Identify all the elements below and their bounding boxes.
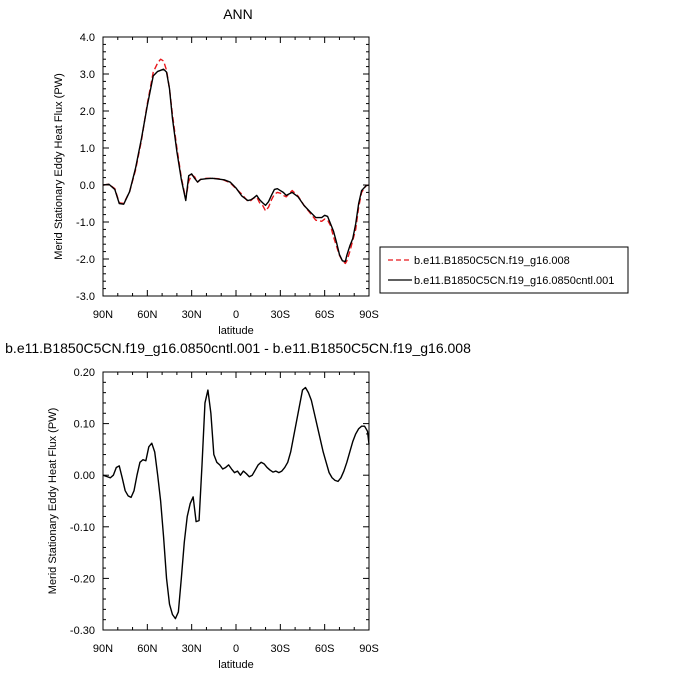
top-x-tick-label: 90N — [93, 309, 113, 321]
bottom-axis-ticks: 90N 60N 30N 0 30S 60S 90S 0.20 0.10 0.00 -0.10 -0.2… — [70, 367, 379, 655]
top-series-line-1 — [102, 68, 370, 263]
top-y-tick-label: -2.0 — [76, 254, 95, 266]
top-series-line-0 — [102, 58, 370, 265]
legend-label-cntl: b.e11.B1850C5CN.f19_g16.0850cntl.001 — [414, 275, 614, 287]
top-x-tick-label: 30N — [182, 309, 202, 321]
top-y-tick-label: -1.0 — [76, 217, 95, 229]
bottom-x-tick-label: 90N — [93, 643, 113, 655]
bottom-x-tick-label: 30N — [182, 643, 202, 655]
bottom-series-line-0 — [102, 386, 370, 620]
top-y-tick-label: -3.0 — [76, 291, 95, 303]
top-y-tick-label: 4.0 — [80, 32, 95, 44]
bottom-x-axis-label: latitude — [218, 659, 253, 671]
bottom-chart-title: b.e11.B1850C5CN.f19_g16.0850cntl.001 - b… — [5, 340, 471, 356]
top-x-tick-label: 30S — [271, 309, 291, 321]
bottom-y-tick-label: 0.00 — [74, 470, 95, 482]
top-axis-ticks: 90N 60N 30N 0 30S 60S 90S 4.0 3.0 2.0 1.0 0.0 -1.0 -2… — [76, 32, 379, 321]
legend-label-008: b.e11.B1850C5CN.f19_g16.008 — [414, 255, 570, 267]
top-y-tick-label: 1.0 — [80, 143, 95, 155]
top-x-tick-label: 60S — [315, 309, 335, 321]
bottom-x-tick-label: 0 — [233, 643, 239, 655]
bottom-x-tick-label: 60S — [315, 643, 335, 655]
bottom-y-tick-label: -0.10 — [70, 522, 95, 534]
top-y-tick-label: 0.0 — [80, 180, 95, 192]
top-plot-frame — [102, 36, 370, 297]
bottom-y-axis-label: Merid Stationary Eddy Heat Flux (PW) — [47, 408, 59, 594]
top-y-axis-label: Merid Stationary Eddy Heat Flux (PW) — [53, 73, 65, 259]
bottom-plot-frame — [102, 371, 370, 631]
top-x-tick-label: 90S — [359, 309, 379, 321]
bottom-y-tick-label: 0.20 — [74, 367, 95, 379]
bottom-y-tick-label: -0.20 — [70, 573, 95, 585]
top-series-lines — [102, 58, 370, 265]
legend: b.e11.B1850C5CN.f19_g16.008 b.e11.B1850C… — [379, 246, 629, 294]
top-y-tick-label: 3.0 — [80, 69, 95, 81]
bottom-x-tick-label: 30S — [271, 643, 291, 655]
top-x-tick-label: 60N — [137, 309, 157, 321]
bottom-y-tick-label: -0.30 — [70, 625, 95, 637]
top-chart-title: ANN — [223, 6, 253, 22]
bottom-x-tick-label: 60N — [137, 643, 157, 655]
bottom-x-tick-label: 90S — [359, 643, 379, 655]
bottom-y-tick-label: 0.10 — [74, 419, 95, 431]
top-y-tick-label: 2.0 — [80, 106, 95, 118]
bottom-panel: b.e11.B1850C5CN.f19_g16.0850cntl.001 - b… — [5, 340, 471, 671]
top-x-tick-label: 0 — [233, 309, 239, 321]
legend-box — [379, 246, 629, 294]
top-x-axis-label: latitude — [218, 325, 253, 337]
top-panel: ANN Merid Stationary Eddy Heat Flux (PW)… — [53, 6, 379, 337]
bottom-series-lines — [102, 386, 370, 620]
